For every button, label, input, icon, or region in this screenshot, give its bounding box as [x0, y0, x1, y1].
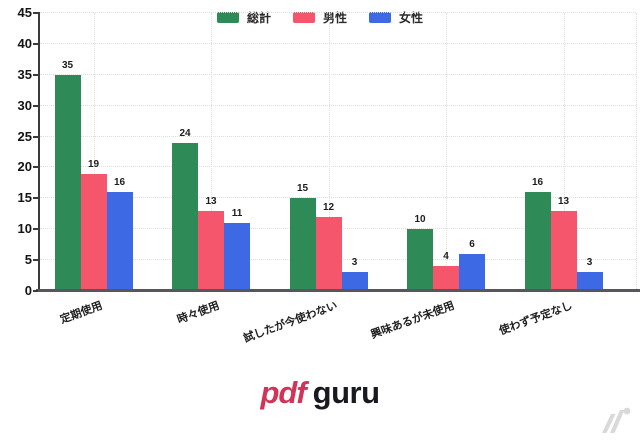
y-axis-tick	[33, 290, 38, 292]
x-axis-label: 試したが今使わない	[241, 299, 339, 345]
plot-area: 35 19 16 24 13 11 15 12 3 10 4 6 16 13 3	[40, 12, 637, 291]
bar-総計: 16	[524, 177, 551, 291]
y-axis-tick	[33, 259, 38, 262]
y-axis-tick-label: 30	[17, 97, 32, 113]
grid-line-vertical	[328, 13, 330, 291]
bar-value-label: 3	[351, 257, 358, 269]
grid-line-vertical	[93, 13, 95, 291]
y-axis-tick	[33, 12, 38, 14]
bar-group: 24 13 11	[172, 128, 250, 291]
y-axis-tick-label: 5	[24, 252, 32, 268]
legend-swatch	[292, 12, 315, 23]
bar-value-label: 19	[87, 158, 100, 170]
x-axis-label: 使わず予定なし	[497, 299, 574, 338]
pdf-guru-logo: pdf guru	[0, 372, 640, 420]
legend-label: 総計	[246, 11, 271, 25]
legend-item-総計: 総計	[216, 9, 271, 26]
x-axis-label: 定期使用	[58, 299, 104, 327]
bar-総計: 35	[54, 60, 81, 291]
y-axis-tick-label: 20	[17, 159, 32, 175]
bar-男性: 13	[198, 196, 224, 291]
bar-男性: 19	[80, 159, 107, 291]
bar-女性: 6	[459, 239, 485, 291]
bar-value-label: 24	[179, 127, 191, 139]
bar-value-label: 15	[296, 183, 309, 195]
y-axis-tick-label: 0	[24, 283, 32, 298]
y-axis-tick-label: 35	[17, 66, 32, 82]
bar-value-label: 13	[557, 195, 570, 207]
bar-value-label: 11	[231, 208, 243, 220]
y-axis-tick	[33, 42, 38, 45]
bar-group: 15 12 3	[289, 183, 368, 291]
bar-女性: 3	[576, 257, 603, 291]
grid-line-vertical	[446, 13, 447, 291]
y-axis-tick	[33, 104, 38, 107]
grid-line-vertical	[211, 13, 212, 291]
bar-value-label: 16	[531, 177, 544, 189]
bar-group: 35 19 16	[54, 60, 133, 291]
legend-label: 女性	[399, 11, 424, 25]
legend-swatch	[216, 12, 239, 23]
y-axis-tick	[33, 135, 38, 138]
bar-group: 16 13 3	[524, 177, 603, 291]
bar-女性: 16	[106, 177, 133, 291]
grid-line-vertical	[636, 13, 637, 291]
grid-line-vertical	[563, 13, 565, 291]
x-axis-label: 興味あるが未使用	[369, 299, 457, 342]
bar-男性: 13	[550, 196, 577, 291]
bar-group: 10 4 6	[407, 214, 485, 291]
grid-line-horizontal	[40, 166, 636, 168]
legend-swatch	[369, 12, 391, 23]
grid-line-horizontal	[40, 42, 636, 44]
legend-item-女性: 女性	[369, 9, 423, 26]
bar-value-label: 16	[113, 177, 126, 189]
y-axis-tick	[33, 73, 38, 76]
bar-value-label: 12	[322, 201, 335, 213]
y-axis-line	[38, 12, 40, 292]
bar-value-label: 6	[469, 238, 475, 250]
y-axis-tick	[33, 166, 38, 169]
bar-総計: 15	[289, 183, 316, 291]
grid-line-horizontal	[40, 12, 636, 13]
y-axis-tick	[33, 228, 38, 231]
legend: 総計 男性 女性	[0, 9, 640, 26]
x-axis-line	[36, 289, 640, 292]
bar-value-label: 35	[61, 59, 74, 71]
bar-value-label: 3	[586, 257, 593, 269]
y-axis-tick-label: 40	[17, 35, 32, 51]
media-innovation-watermark-icon	[602, 407, 631, 433]
grid-line-horizontal	[40, 73, 636, 75]
bar-value-label: 10	[414, 214, 426, 226]
bar-女性: 3	[341, 257, 368, 291]
bar-男性: 4	[433, 251, 459, 291]
y-axis-tick	[33, 197, 38, 200]
grid-line-horizontal	[40, 104, 636, 106]
y-axis-tick-label: 10	[17, 221, 32, 237]
x-axis-label: 時々使用	[175, 299, 222, 327]
bar-総計: 24	[172, 128, 198, 291]
logo-guru-text: guru	[312, 375, 380, 410]
grid-line-horizontal	[40, 135, 636, 137]
grid-line-horizontal	[40, 197, 636, 199]
y-axis-tick-label: 15	[17, 190, 32, 206]
bar-value-label: 13	[205, 195, 217, 207]
bar-女性: 11	[224, 208, 250, 291]
bar-総計: 10	[407, 214, 433, 291]
bar-男性: 12	[315, 202, 342, 291]
logo-pdf-text: pdf	[260, 375, 306, 410]
y-axis-tick-label: 25	[17, 128, 32, 144]
y-axis-tick-label: 45	[17, 5, 32, 20]
bar-value-label: 4	[443, 251, 449, 263]
